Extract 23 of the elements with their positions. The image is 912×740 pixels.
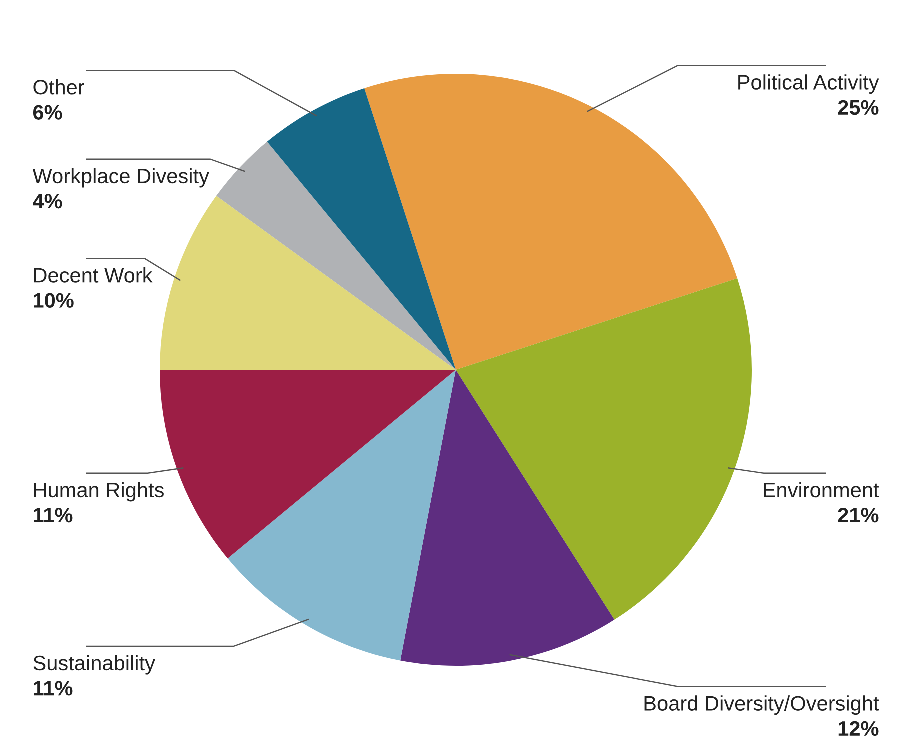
- slice-label: Decent Work: [34, 268, 153, 283]
- slice-label: Political Activity: [738, 74, 880, 94]
- slice-label: Workplace Divesity: [32, 168, 210, 188]
- pie-slice: [267, 88, 456, 370]
- pie-slice: [160, 196, 456, 370]
- slice-label: Board Diversity/Oversight: [644, 696, 880, 716]
- pie-slice: [228, 370, 456, 661]
- slice-label: Environment: [764, 482, 880, 498]
- slice-label: Other: [34, 79, 84, 95]
- data-label: 11%: [34, 508, 73, 523]
- data-label: 10%: [34, 293, 74, 308]
- data-label: 21%: [838, 508, 879, 523]
- data-label: 11%: [34, 681, 73, 696]
- pie-slice: [400, 370, 615, 666]
- data-label: 6%: [33, 105, 62, 120]
- data-label: 25%: [838, 100, 879, 116]
- data-label: 4%: [33, 194, 62, 209]
- slice-label: Human Rights: [34, 482, 164, 502]
- slice-label: Sustainability: [34, 655, 156, 675]
- pie-slice: [456, 278, 752, 620]
- pie-slice: [216, 142, 456, 370]
- data-label: 12%: [838, 721, 879, 736]
- pie-slice: [364, 74, 738, 370]
